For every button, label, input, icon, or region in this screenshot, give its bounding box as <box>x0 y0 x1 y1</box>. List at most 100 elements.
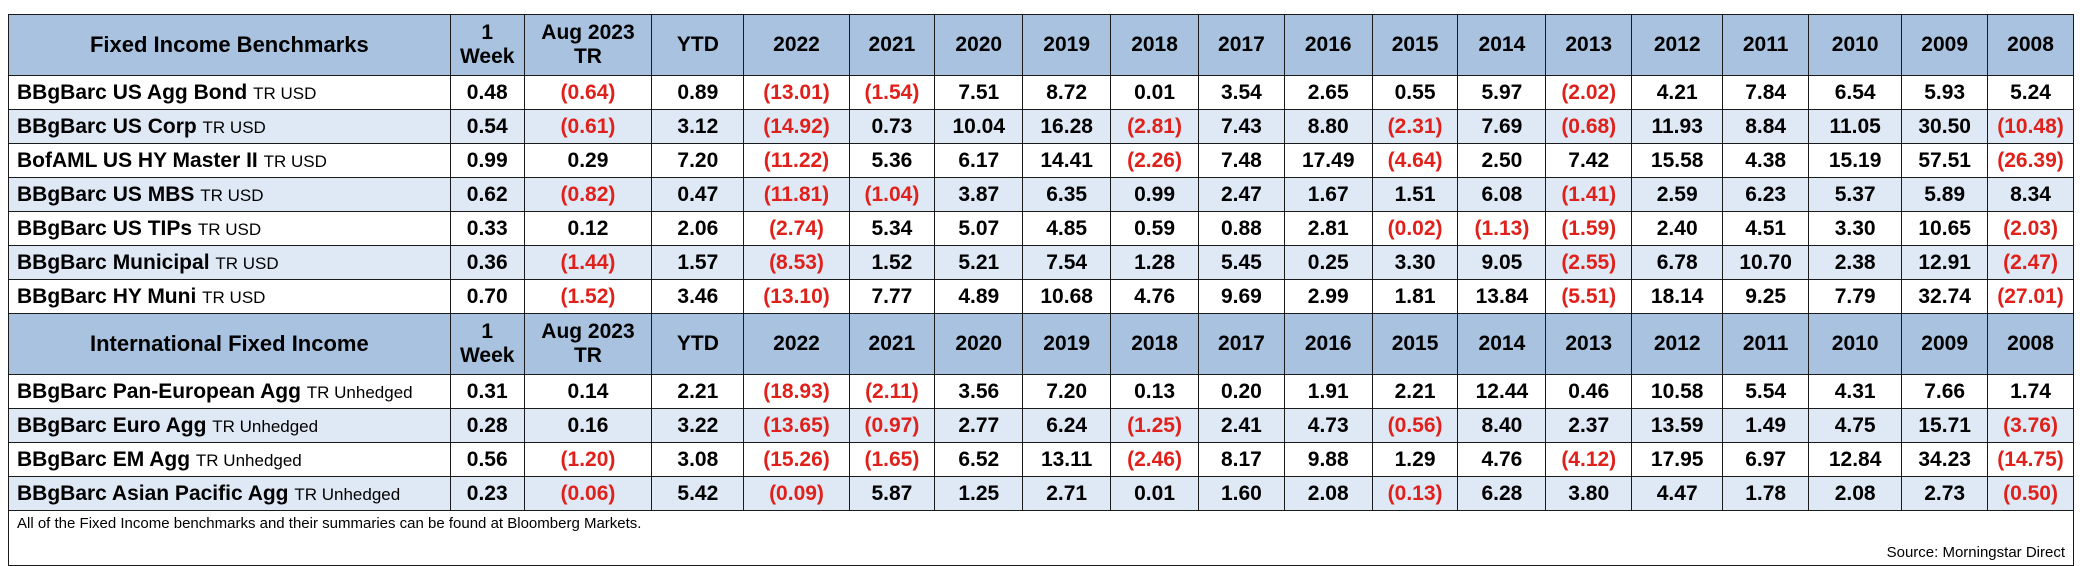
return-value-cell: 12.84 <box>1808 442 1903 477</box>
return-value-cell: 57.51 <box>1901 143 1989 178</box>
return-value-cell: (1.44) <box>523 245 653 280</box>
column-header: 2009 <box>1901 313 1989 375</box>
column-header-line: Week <box>459 45 515 68</box>
column-header: 2016 <box>1283 313 1373 375</box>
return-value-cell: (2.46) <box>1110 442 1200 477</box>
return-value-cell: 4.76 <box>1457 442 1547 477</box>
return-value-cell: 0.25 <box>1283 245 1373 280</box>
return-value-cell: 2.08 <box>1808 476 1903 511</box>
return-value-cell: 0.12 <box>523 211 653 246</box>
return-value-cell: (2.26) <box>1110 143 1200 178</box>
column-header-line: 2012 <box>1653 332 1701 355</box>
column-header: Aug 2023 TR <box>523 14 653 76</box>
return-value-cell: (1.20) <box>523 442 653 477</box>
return-value-cell: 15.19 <box>1808 143 1903 178</box>
return-value-cell: 11.93 <box>1631 109 1724 144</box>
return-value-cell: 2.47 <box>1198 177 1285 212</box>
column-header: 2021 <box>848 313 936 375</box>
return-value-cell: (1.59) <box>1545 211 1633 246</box>
return-value-cell: 34.23 <box>1901 442 1989 477</box>
table-row: BBgBarc Euro Agg TR Unhedged 0.28 0.16 3.22… <box>8 408 2074 443</box>
column-header: 2014 <box>1457 14 1547 76</box>
return-value-cell: 30.50 <box>1901 109 1989 144</box>
return-value-cell: 0.33 <box>449 211 525 246</box>
return-value-cell: 2.99 <box>1283 279 1373 314</box>
return-value-cell: 4.21 <box>1631 75 1724 110</box>
column-header-line: 2015 <box>1391 332 1439 355</box>
column-header-line: 2019 <box>1043 332 1091 355</box>
benchmark-name-cell: BBgBarc US TIPs TR USD <box>8 211 451 246</box>
return-value-cell: 3.46 <box>651 279 745 314</box>
column-header: 2013 <box>1545 313 1633 375</box>
benchmark-suffix: TR Unhedged <box>195 450 302 470</box>
return-value-cell: 8.40 <box>1457 408 1547 443</box>
column-header-line: 2017 <box>1218 332 1265 355</box>
return-value-cell: 9.69 <box>1198 279 1285 314</box>
return-value-cell: 8.84 <box>1722 109 1810 144</box>
return-value-cell: 6.35 <box>1022 177 1112 212</box>
benchmark-name: BofAML US HY Master II <box>17 148 258 172</box>
return-value-cell: 2.41 <box>1198 408 1285 443</box>
return-value-cell: 8.34 <box>1987 177 2074 212</box>
return-value-cell: 5.87 <box>848 476 936 511</box>
benchmark-name: BBgBarc Pan-European Agg <box>17 379 301 403</box>
return-value-cell: (1.41) <box>1545 177 1633 212</box>
return-value-cell: 4.47 <box>1631 476 1724 511</box>
return-value-cell: 2.21 <box>651 374 745 409</box>
return-value-cell: (2.02) <box>1545 75 1633 110</box>
column-header-line: Aug 2023 <box>541 320 635 343</box>
column-header-line: 2018 <box>1131 33 1178 56</box>
return-value-cell: 0.54 <box>449 109 525 144</box>
return-value-cell: 0.23 <box>449 476 525 511</box>
return-value-cell: 4.76 <box>1110 279 1200 314</box>
return-value-cell: 17.49 <box>1283 143 1373 178</box>
return-value-cell: 0.89 <box>651 75 745 110</box>
return-value-cell: 10.65 <box>1901 211 1989 246</box>
benchmark-name: BBgBarc HY Muni <box>17 284 197 308</box>
column-header-line: 2020 <box>955 33 1003 56</box>
column-header: YTD <box>651 14 745 76</box>
column-header-line: 2014 <box>1478 332 1526 355</box>
return-value-cell: 8.72 <box>1022 75 1112 110</box>
return-value-cell: 7.20 <box>1022 374 1112 409</box>
column-header: 2008 <box>1987 14 2074 76</box>
section-header-row: Fixed Income Benchmarks 1 Week Aug 2023 TR YT… <box>8 14 2074 76</box>
benchmark-suffix: TR USD <box>202 117 266 137</box>
return-value-cell: 8.80 <box>1283 109 1373 144</box>
column-header-line: 1 <box>481 21 494 44</box>
return-value-cell: 9.88 <box>1283 442 1373 477</box>
return-value-cell: (2.03) <box>1987 211 2074 246</box>
benchmark-name-cell: BBgBarc US Agg Bond TR USD <box>8 75 451 110</box>
return-value-cell: 8.17 <box>1198 442 1285 477</box>
benchmark-name: BBgBarc Euro Agg <box>17 413 207 437</box>
return-value-cell: (2.47) <box>1987 245 2074 280</box>
return-value-cell: 2.40 <box>1631 211 1724 246</box>
column-header: 2020 <box>934 14 1024 76</box>
column-header-line: 2010 <box>1831 33 1879 56</box>
return-value-cell: (4.64) <box>1371 143 1459 178</box>
return-value-cell: (4.12) <box>1545 442 1633 477</box>
table-row: BofAML US HY Master II TR USD 0.99 0.29 7.2… <box>8 143 2074 178</box>
benchmark-name-cell: BBgBarc HY Muni TR USD <box>8 279 451 314</box>
return-value-cell: (13.01) <box>743 75 850 110</box>
return-value-cell: 4.51 <box>1722 211 1810 246</box>
column-header-line: 2009 <box>1921 332 1969 355</box>
return-value-cell: 4.75 <box>1808 408 1903 443</box>
column-header: 2018 <box>1110 313 1200 375</box>
benchmark-name-cell: BBgBarc Euro Agg TR Unhedged <box>8 408 451 443</box>
return-value-cell: 6.54 <box>1808 75 1903 110</box>
return-value-cell: 0.13 <box>1110 374 1200 409</box>
footer-note: All of the Fixed Income benchmarks and t… <box>17 515 642 532</box>
column-header: 2010 <box>1808 14 1903 76</box>
benchmark-name: BBgBarc US Corp <box>17 114 197 138</box>
column-header: 2013 <box>1545 14 1633 76</box>
return-value-cell: 5.45 <box>1198 245 1285 280</box>
return-value-cell: 18.14 <box>1631 279 1724 314</box>
return-value-cell: (13.65) <box>743 408 850 443</box>
column-header-line: 2016 <box>1304 332 1352 355</box>
return-value-cell: 15.58 <box>1631 143 1724 178</box>
return-value-cell: (14.92) <box>743 109 850 144</box>
return-value-cell: 2.06 <box>651 211 745 246</box>
return-value-cell: 0.16 <box>523 408 653 443</box>
column-header: 2018 <box>1110 14 1200 76</box>
